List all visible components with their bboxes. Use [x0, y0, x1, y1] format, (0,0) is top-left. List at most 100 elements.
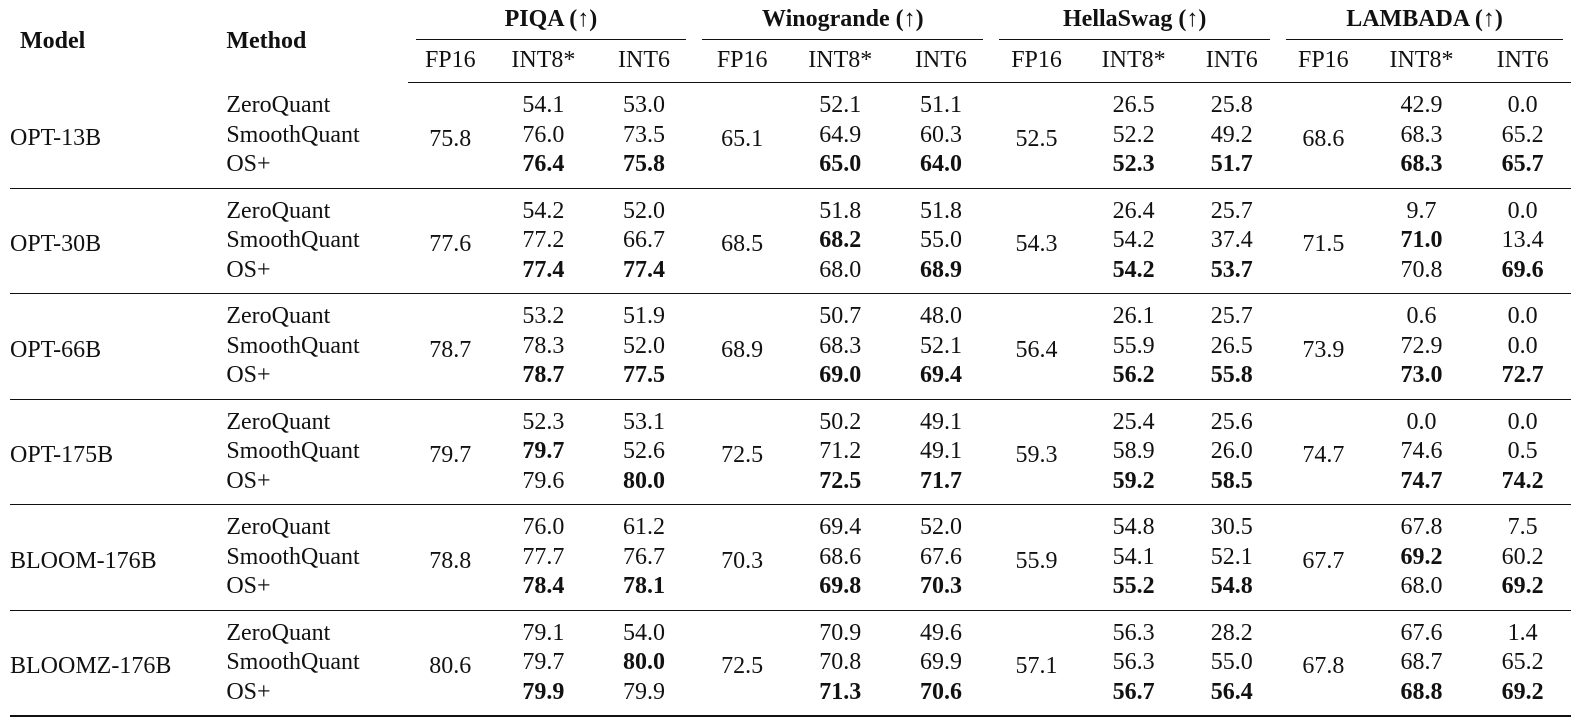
score-value: 54.8	[1112, 514, 1155, 540]
score-value: 54.2	[1112, 227, 1155, 253]
fp16-value: 57.1	[991, 610, 1082, 717]
score-value: 25.6	[1210, 408, 1253, 435]
method-header: Method	[226, 27, 307, 54]
score-value: 77.5	[593, 361, 695, 400]
score-value: 74.2	[1474, 466, 1571, 505]
fp16-value: 78.7	[407, 293, 494, 400]
data-row: OS+ 78.4 78.1 69.8 70.3 55.2 54.8 68.0 69.2	[10, 572, 1571, 611]
dataset-header: Winogrande (↑)	[694, 0, 991, 40]
score-value: 0.0	[1507, 197, 1538, 224]
score-value: 73.0	[1368, 361, 1475, 400]
method-name: OS+	[216, 361, 408, 400]
score-value: 0.0	[1507, 408, 1538, 435]
precision-header: FP16	[694, 40, 790, 83]
fp16-value: 52.5	[991, 82, 1082, 189]
data-row: SmoothQuant 79.7 80.0 70.8 69.9 56.3 55.0 68.7 6…	[10, 648, 1571, 678]
fp16-value: 71.5	[1278, 188, 1369, 294]
dataset-label: Winogrande (↑)	[702, 0, 984, 40]
score-value: 79.7	[522, 438, 565, 464]
score-value: 54.2	[522, 197, 565, 224]
precision-header: FP16	[991, 40, 1082, 83]
dataset-header: HellaSwag (↑)	[991, 0, 1278, 40]
data-row: OS+ 79.6 80.0 72.5 71.7 59.2 58.5 74.7 74.2	[10, 466, 1571, 505]
method-name: SmoothQuant	[226, 121, 360, 148]
method-name: OS+	[216, 677, 408, 717]
dataset-label: HellaSwag (↑)	[999, 0, 1271, 40]
score-value: 54.8	[1185, 572, 1279, 611]
score-value: 71.0	[1400, 227, 1443, 253]
score-value: 55.8	[1185, 361, 1279, 400]
precision-header: INT6	[890, 40, 992, 83]
score-value: 52.3	[1081, 150, 1186, 189]
fp16-value: 54.3	[991, 188, 1082, 294]
score-value: 68.9	[890, 255, 992, 294]
score-value: 56.3	[1112, 649, 1155, 675]
score-value: 74.7	[1368, 466, 1475, 505]
score-value: 0.0	[1507, 332, 1538, 359]
dataset-label: PIQA (↑)	[415, 0, 687, 40]
method-name: OS+	[216, 572, 408, 611]
score-value: 77.4	[593, 255, 695, 294]
precision-header: INT6	[593, 40, 695, 83]
score-value: 55.2	[1081, 572, 1186, 611]
score-value: 71.3	[789, 677, 891, 717]
score-value: 53.2	[522, 303, 565, 329]
score-value: 72.9	[1400, 332, 1443, 359]
score-value: 52.0	[623, 197, 666, 224]
method-name: SmoothQuant	[226, 227, 360, 253]
results-table: Model Method PIQA (↑) Winogrande (↑) HellaSw…	[10, 0, 1571, 717]
data-row: OPT-175B ZeroQuant 79.7 52.3 53.1 72.5 50.2 49.…	[10, 399, 1571, 505]
score-value: 56.7	[1081, 677, 1186, 717]
score-value: 58.5	[1185, 466, 1279, 505]
score-value: 71.2	[819, 438, 862, 464]
score-value: 7.5	[1507, 514, 1538, 540]
score-value: 52.0	[623, 332, 666, 359]
score-value: 25.7	[1210, 303, 1253, 329]
score-value: 76.4	[493, 150, 594, 189]
score-value: 51.7	[1185, 150, 1279, 189]
score-value: 54.1	[1112, 543, 1155, 570]
score-value: 78.1	[593, 572, 695, 611]
score-value: 25.7	[1210, 197, 1253, 224]
data-row: SmoothQuant 77.7 76.7 68.6 67.6 54.1 52.1 69.2 6…	[10, 543, 1571, 573]
score-value: 69.6	[1474, 255, 1571, 294]
score-value: 30.5	[1210, 514, 1253, 540]
score-value: 68.3	[1368, 150, 1475, 189]
score-value: 70.3	[890, 572, 992, 611]
score-value: 49.2	[1210, 121, 1253, 148]
score-value: 71.7	[890, 466, 992, 505]
model-header: Model	[20, 27, 86, 54]
score-value: 69.4	[819, 514, 862, 540]
score-value: 69.4	[890, 361, 992, 400]
score-value: 26.5	[1210, 332, 1253, 359]
precision-header: INT6	[1185, 40, 1279, 83]
fp16-value: 78.8	[407, 504, 494, 611]
method-name: ZeroQuant	[226, 91, 331, 118]
score-value: 70.6	[890, 677, 992, 717]
score-value: 65.2	[1501, 649, 1544, 675]
score-value: 79.9	[493, 677, 594, 717]
fp16-value: 75.8	[407, 82, 494, 189]
score-value: 26.4	[1112, 197, 1155, 224]
score-value: 52.1	[919, 332, 962, 359]
score-value: 64.9	[819, 121, 862, 148]
score-value: 55.9	[1112, 332, 1155, 359]
method-name: SmoothQuant	[226, 438, 360, 464]
score-value: 73.5	[623, 121, 666, 148]
data-row: OS+ 79.9 79.9 71.3 70.6 56.7 56.4 68.8 69.2	[10, 677, 1571, 717]
score-value: 0.6	[1406, 303, 1437, 329]
score-value: 69.2	[1474, 572, 1571, 611]
score-value: 53.1	[623, 408, 666, 435]
score-value: 52.2	[1112, 121, 1155, 148]
method-name: ZeroQuant	[226, 303, 331, 329]
score-value: 77.7	[522, 543, 565, 570]
score-value: 60.3	[919, 121, 962, 148]
score-value: 59.2	[1081, 466, 1186, 505]
score-value: 26.5	[1112, 92, 1155, 118]
score-value: 72.5	[789, 466, 891, 505]
score-value: 52.6	[623, 438, 666, 464]
score-value: 68.2	[819, 227, 862, 253]
score-value: 0.5	[1507, 438, 1538, 464]
score-value: 76.0	[522, 514, 565, 540]
score-value: 68.3	[1400, 121, 1443, 148]
